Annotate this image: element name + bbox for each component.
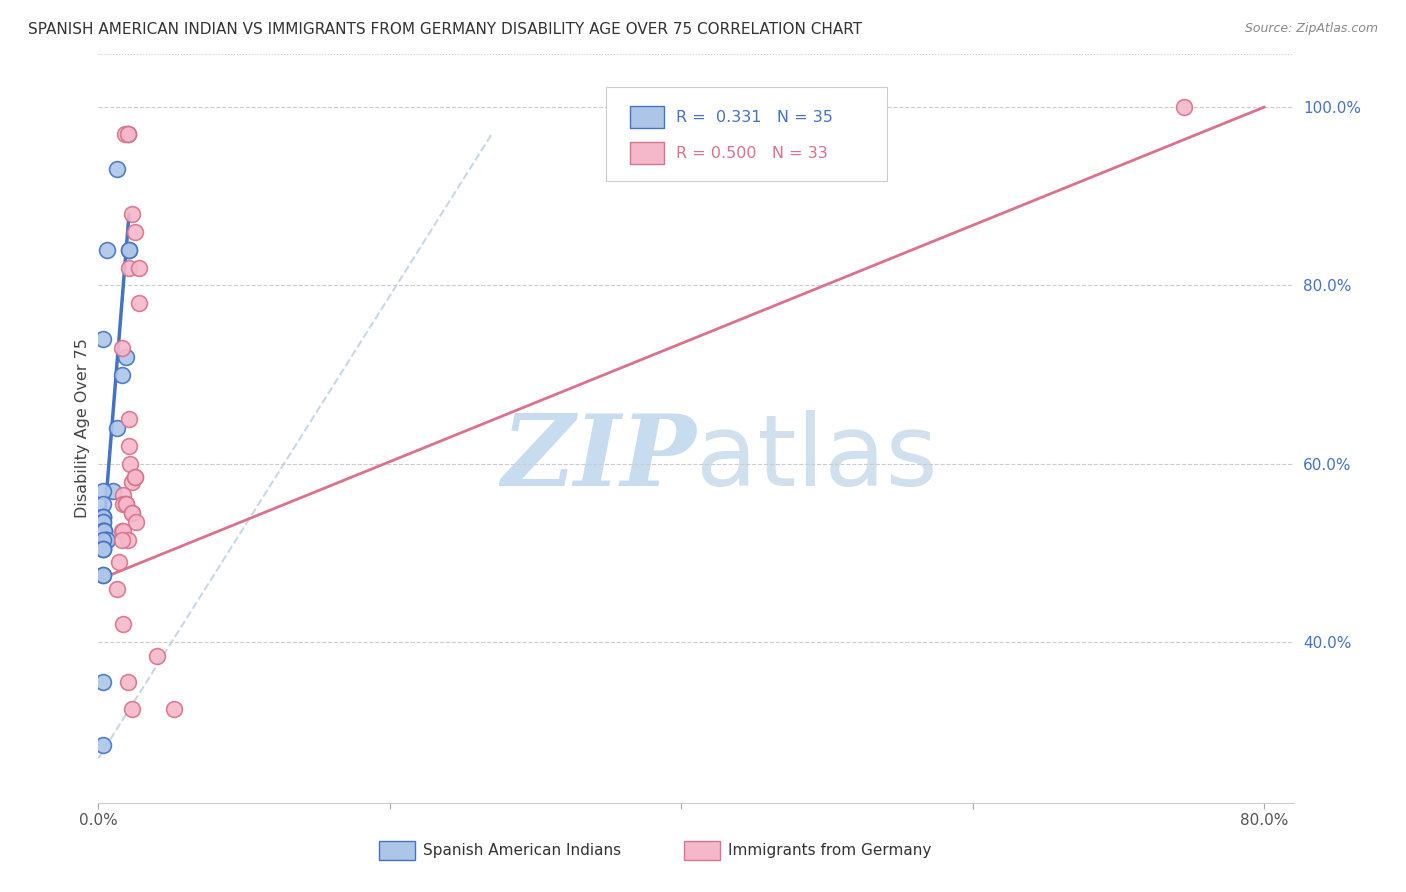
Point (128, 296, 150, 310)
Text: Immigrants from Germany: Immigrants from Germany (728, 843, 932, 858)
Point (96, 243, 118, 257)
Point (105, 162, 128, 177)
Point (118, 243, 141, 257)
Point (96, 533, 118, 547)
Point (91, 483, 114, 498)
Point (118, 260, 141, 275)
Point (105, 421, 128, 435)
Point (91, 510, 114, 524)
Point (120, 457, 142, 471)
Point (111, 341, 134, 355)
Point (145, 648, 167, 663)
Text: Source: ZipAtlas.com: Source: ZipAtlas.com (1244, 22, 1378, 36)
Point (112, 488, 135, 502)
Point (91, 675, 114, 690)
Point (94, 533, 117, 547)
Point (91, 541, 114, 556)
Bar (380, 841, 415, 861)
Text: atlas: atlas (696, 409, 938, 507)
Y-axis label: Disability Age Over 75: Disability Age Over 75 (75, 338, 90, 518)
Point (112, 617, 135, 632)
Point (124, 225, 146, 239)
Point (111, 533, 134, 547)
Point (94, 533, 117, 547)
Point (91, 568, 114, 582)
Point (117, 675, 139, 690)
Point (91, 541, 114, 556)
Point (91, 533, 114, 547)
Point (93, 524, 115, 538)
Point (91, 524, 114, 538)
Point (112, 497, 135, 511)
Bar (630, 106, 664, 128)
Bar (685, 841, 720, 861)
Point (121, 475, 143, 489)
Point (91, 497, 114, 511)
Point (93, 524, 115, 538)
Point (124, 470, 146, 484)
Text: SPANISH AMERICAN INDIAN VS IMMIGRANTS FROM GERMANY DISABILITY AGE OVER 75 CORREL: SPANISH AMERICAN INDIAN VS IMMIGRANTS FR… (28, 22, 862, 37)
Text: R =  0.331   N = 35: R = 0.331 N = 35 (676, 110, 832, 125)
Point (111, 368, 134, 382)
Point (108, 555, 131, 569)
Point (101, 483, 124, 498)
Text: R = 0.500   N = 33: R = 0.500 N = 33 (676, 145, 827, 161)
Point (93, 524, 115, 538)
Point (115, 497, 138, 511)
Point (112, 524, 135, 538)
Point (121, 506, 143, 520)
Text: Spanish American Indians: Spanish American Indians (423, 843, 621, 858)
Point (91, 515, 114, 529)
Point (94, 533, 117, 547)
Point (121, 207, 143, 221)
Point (91, 510, 114, 524)
Text: ZIP: ZIP (501, 410, 696, 507)
Point (117, 533, 139, 547)
Point (111, 524, 134, 538)
Bar (630, 142, 664, 164)
Point (118, 439, 141, 453)
Point (91, 332, 114, 346)
Point (128, 260, 150, 275)
Point (93, 533, 115, 547)
Point (114, 127, 136, 141)
Point (91, 568, 114, 582)
Point (115, 350, 138, 364)
Point (91, 541, 114, 556)
Point (91, 524, 114, 538)
FancyBboxPatch shape (606, 87, 887, 181)
Point (121, 506, 143, 520)
Point (118, 243, 141, 257)
Point (115, 497, 138, 511)
Point (1173, 100, 1195, 114)
Point (91, 510, 114, 524)
Point (91, 515, 114, 529)
Point (124, 470, 146, 484)
Point (118, 412, 141, 426)
Point (117, 127, 139, 141)
Point (121, 702, 143, 716)
Point (105, 582, 128, 596)
Point (91, 738, 114, 752)
Point (163, 702, 186, 716)
Point (125, 515, 148, 529)
Point (117, 127, 139, 141)
